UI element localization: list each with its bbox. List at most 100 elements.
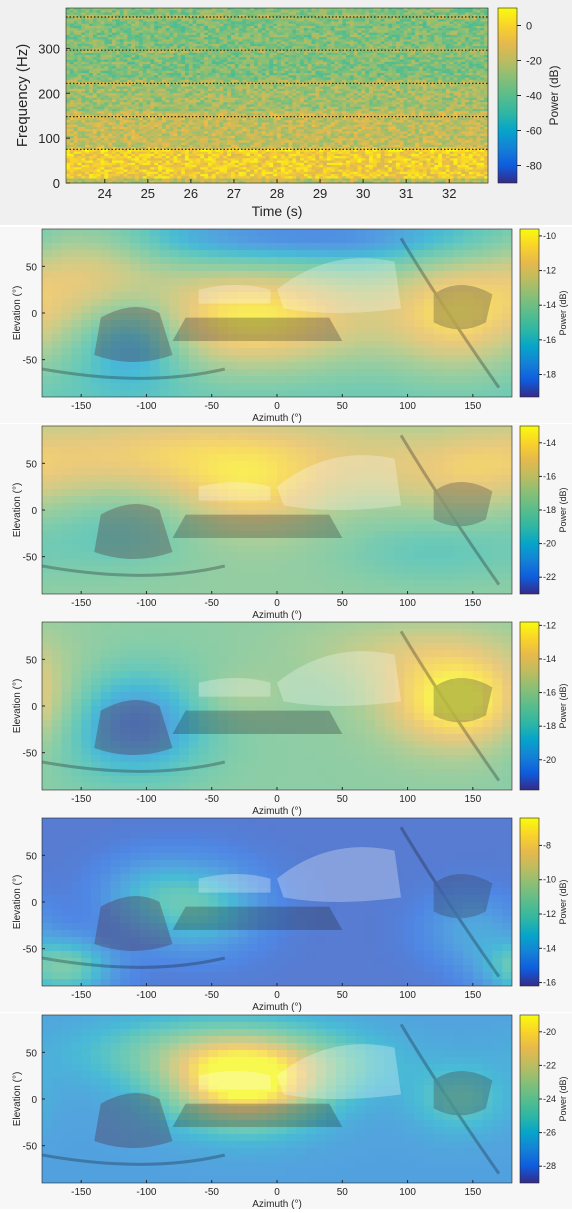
spectrogram-cell	[361, 99, 366, 103]
spectrogram-cell	[138, 10, 144, 13]
spectrogram-cell	[211, 16, 217, 20]
spectrogram-cell	[142, 104, 147, 108]
spectrogram-cell	[365, 41, 370, 45]
spectrogram-cell	[135, 66, 140, 69]
spectrogram-cell	[204, 34, 209, 38]
spectrogram-cell	[242, 55, 247, 58]
spectrogram-cell	[403, 64, 408, 67]
spectrogram-cell	[242, 16, 247, 20]
spectrogram-cell	[426, 57, 431, 60]
spectrogram-cell	[395, 57, 401, 60]
spectrogram-cell	[250, 77, 255, 81]
spectrogram-cell	[77, 97, 82, 101]
spectrogram-cell	[127, 34, 132, 38]
spectrogram-cell	[395, 23, 401, 27]
spectrogram-cell	[246, 39, 251, 43]
spectrogram-cell	[300, 55, 305, 58]
spectrogram-cell	[464, 75, 470, 78]
spectrogram-cell	[288, 28, 293, 31]
spectrogram-cell	[230, 41, 236, 45]
spectrogram-cell	[323, 19, 328, 22]
spectrogram-cell	[430, 68, 435, 72]
spectrogram-cell	[319, 79, 324, 83]
spectrogram-cell	[372, 106, 378, 110]
spectrogram-cell	[66, 68, 71, 72]
spectrogram-cell	[81, 25, 86, 29]
spectrogram-cell	[131, 57, 136, 60]
spectrogram-cell	[468, 32, 474, 36]
spectrogram-cell	[384, 19, 389, 22]
spectrogram-cell	[445, 23, 451, 27]
spectrogram-cell	[372, 8, 378, 11]
spectrogram-cell	[445, 46, 451, 49]
spectrogram-cell	[468, 23, 474, 27]
spectrogram-cell	[296, 93, 301, 96]
spectrogram-cell	[484, 91, 489, 94]
spectrogram-cell	[357, 64, 362, 67]
spectrogram-cell	[269, 10, 274, 13]
spectrogram-cell	[449, 88, 454, 92]
spectrogram-cell	[338, 79, 343, 83]
spectrogram-cell	[131, 102, 136, 105]
spectrogram-cell	[196, 39, 201, 43]
spectrogram-cell	[204, 46, 209, 49]
spectrogram-cell	[296, 95, 301, 99]
spectrogram-cell	[196, 25, 201, 29]
spectrogram-cell	[376, 84, 381, 87]
spectrogram-cell	[330, 95, 335, 99]
spectrogram-cell	[73, 73, 78, 76]
spectrogram-cell	[234, 55, 240, 58]
spectrogram-cell	[115, 57, 121, 60]
spectrogram-cell	[242, 86, 247, 90]
spectrogram-cell	[453, 34, 458, 38]
spectrogram-cell	[288, 32, 293, 36]
spectrogram-cell	[177, 19, 182, 22]
spectrogram-cell	[399, 97, 404, 101]
spectrogram-cell	[484, 73, 489, 76]
spectrogram-cell	[303, 70, 309, 74]
spectrogram-cell	[85, 41, 90, 45]
spectrogram-cell	[112, 108, 117, 112]
spectrogram-cell	[265, 82, 270, 85]
spectrogram-cell	[119, 41, 124, 45]
spectrogram-cell	[415, 57, 420, 60]
spectrogram-cell	[100, 48, 105, 52]
spectrogram-cell	[376, 61, 381, 65]
spectrogram-cell	[457, 30, 462, 34]
spectrogram-cell	[468, 61, 474, 65]
spectrogram-cell	[146, 46, 151, 49]
spectrogram-cell	[453, 66, 458, 69]
spectrogram-cell	[253, 77, 259, 81]
spectrogram-cell	[438, 37, 443, 40]
spectrogram-cell	[173, 57, 178, 60]
spectrogram-cell	[284, 41, 289, 45]
spectrogram-cell	[69, 10, 75, 13]
spectrogram-cell	[77, 52, 82, 56]
spectrogram-cell	[242, 43, 247, 47]
spectrogram-cell	[100, 46, 105, 49]
spectrogram-cell	[319, 104, 324, 108]
spectrogram-cell	[323, 50, 328, 54]
spectrogram-cell	[119, 66, 124, 69]
spectrogram-cell	[453, 68, 458, 72]
spectrogram-cell	[192, 57, 197, 60]
spectrogram-cell	[192, 84, 197, 87]
spectrogram-cell	[138, 41, 144, 45]
spectrogram-cell	[158, 32, 163, 36]
spectrogram-cell	[123, 34, 128, 38]
spectrogram-cell	[349, 10, 355, 13]
spectrogram-cell	[200, 93, 205, 96]
spectrogram-cell	[399, 66, 404, 69]
spectrogram-cell	[330, 16, 335, 20]
spectrogram-cell	[445, 50, 451, 54]
spectrogram-cell	[223, 10, 228, 13]
spectrogram-cell	[253, 61, 259, 65]
spectrogram-cell	[334, 10, 339, 13]
spectrogram-cell	[476, 25, 481, 29]
spectrogram-cell	[215, 79, 220, 83]
spectrogram-cell	[165, 91, 170, 94]
spectrogram-cell	[480, 30, 485, 34]
spectrogram-cell	[349, 64, 355, 67]
spectrogram-cell	[330, 10, 335, 13]
spectrogram-cell	[280, 75, 286, 78]
